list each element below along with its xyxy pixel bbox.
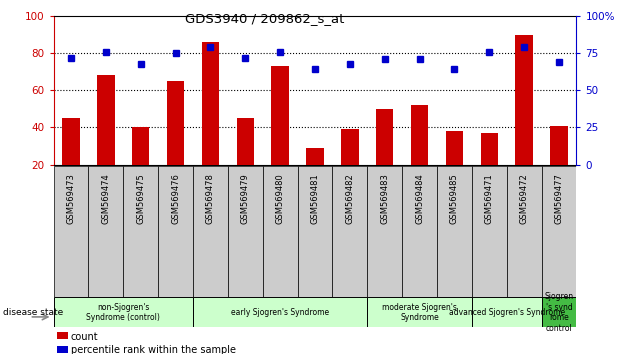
Text: percentile rank within the sample: percentile rank within the sample [71,345,236,354]
Text: GSM569481: GSM569481 [311,173,319,224]
Bar [376,109,393,202]
Text: GSM569476: GSM569476 [171,173,180,224]
Bar [472,166,507,297]
Bar [306,148,324,202]
Text: GSM569477: GSM569477 [554,173,563,224]
Bar [333,166,367,297]
Bar [367,297,472,327]
Bar [57,332,67,339]
Text: GSM569478: GSM569478 [206,173,215,224]
Bar [123,166,158,297]
Bar [341,129,358,202]
Bar [57,346,67,353]
Text: GDS3940 / 209862_s_at: GDS3940 / 209862_s_at [185,12,344,25]
Text: Sjogren
's synd
rome
control: Sjogren 's synd rome control [544,292,573,332]
Bar [97,75,115,202]
Bar [481,133,498,202]
Text: GSM569475: GSM569475 [136,173,145,224]
Bar [54,166,88,297]
Bar [237,118,254,202]
Bar [272,66,289,202]
Text: GSM569474: GSM569474 [101,173,110,224]
Text: GSM569482: GSM569482 [345,173,354,224]
Bar [402,166,437,297]
Bar [62,118,79,202]
Bar [263,166,297,297]
Bar [542,297,576,327]
Bar [54,297,193,327]
Text: non-Sjogren's
Syndrome (control): non-Sjogren's Syndrome (control) [86,303,160,322]
Text: GSM569473: GSM569473 [67,173,76,224]
Bar [132,127,149,202]
Text: GSM569479: GSM569479 [241,173,249,224]
Bar [411,105,428,202]
Text: moderate Sjogren's
Syndrome: moderate Sjogren's Syndrome [382,303,457,322]
Text: count: count [71,332,98,342]
Text: GSM569480: GSM569480 [276,173,285,224]
Bar [88,166,123,297]
Text: GSM569483: GSM569483 [381,173,389,224]
Bar [193,297,367,327]
Bar [228,166,263,297]
Bar [437,166,472,297]
Bar [507,166,542,297]
Bar [193,166,228,297]
Bar [297,166,333,297]
Bar [472,297,542,327]
Bar [446,131,463,202]
Text: advanced Sjogren's Syndrome: advanced Sjogren's Syndrome [449,308,564,317]
Text: GSM569471: GSM569471 [485,173,494,224]
Bar [542,166,576,297]
Bar [167,81,185,202]
Bar [202,42,219,202]
Text: GSM569485: GSM569485 [450,173,459,224]
Bar [158,166,193,297]
Bar [551,126,568,202]
Text: GSM569484: GSM569484 [415,173,424,224]
Text: early Sjogren's Syndrome: early Sjogren's Syndrome [231,308,329,317]
Text: GSM569472: GSM569472 [520,173,529,224]
Bar [367,166,402,297]
Bar [515,34,533,202]
Text: disease state: disease state [3,308,64,317]
